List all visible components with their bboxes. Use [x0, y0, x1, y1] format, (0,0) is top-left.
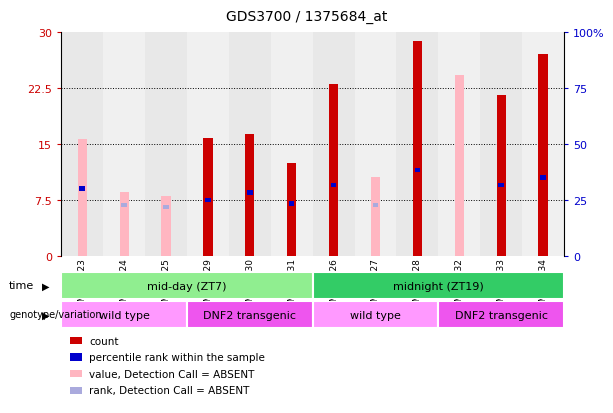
- Bar: [522, 33, 564, 256]
- Bar: [289, 202, 294, 206]
- Bar: [78, 139, 87, 256]
- Bar: [161, 197, 170, 256]
- Text: DNF2 transgenic: DNF2 transgenic: [455, 310, 547, 320]
- Text: wild type: wild type: [350, 310, 401, 320]
- Bar: [455, 76, 464, 256]
- Bar: [538, 55, 547, 256]
- Bar: [163, 206, 169, 210]
- Text: time: time: [9, 281, 34, 291]
- Bar: [120, 193, 129, 256]
- Bar: [121, 203, 127, 208]
- Text: value, Detection Call = ABSENT: value, Detection Call = ABSENT: [89, 369, 254, 379]
- Text: genotype/variation: genotype/variation: [9, 310, 102, 320]
- Text: rank, Detection Call = ABSENT: rank, Detection Call = ABSENT: [89, 385, 249, 395]
- Bar: [497, 96, 506, 256]
- Bar: [287, 163, 296, 256]
- Bar: [103, 33, 145, 256]
- Text: GDS3700 / 1375684_at: GDS3700 / 1375684_at: [226, 10, 387, 24]
- Text: wild type: wild type: [99, 310, 150, 320]
- Bar: [205, 198, 211, 202]
- Bar: [331, 183, 337, 188]
- Bar: [414, 169, 420, 173]
- Bar: [187, 301, 313, 328]
- Bar: [354, 33, 397, 256]
- Bar: [247, 191, 253, 195]
- Text: ▶: ▶: [42, 281, 50, 291]
- Text: DNF2 transgenic: DNF2 transgenic: [204, 310, 296, 320]
- Bar: [540, 176, 546, 180]
- Bar: [271, 33, 313, 256]
- Bar: [329, 85, 338, 256]
- Bar: [80, 187, 85, 191]
- Bar: [61, 301, 187, 328]
- Bar: [61, 33, 103, 256]
- Bar: [145, 33, 187, 256]
- Bar: [313, 301, 438, 328]
- Bar: [313, 273, 564, 299]
- Bar: [313, 33, 354, 256]
- Text: percentile rank within the sample: percentile rank within the sample: [89, 352, 265, 362]
- Text: count: count: [89, 336, 118, 346]
- Bar: [438, 301, 564, 328]
- Bar: [438, 33, 480, 256]
- Text: ▶: ▶: [42, 310, 50, 320]
- Bar: [373, 203, 378, 208]
- Bar: [413, 42, 422, 256]
- Bar: [371, 178, 380, 256]
- Bar: [480, 33, 522, 256]
- Bar: [498, 183, 504, 188]
- Bar: [61, 273, 313, 299]
- Bar: [229, 33, 271, 256]
- Bar: [204, 139, 213, 256]
- Bar: [245, 135, 254, 256]
- Bar: [397, 33, 438, 256]
- Text: midnight (ZT19): midnight (ZT19): [393, 281, 484, 291]
- Bar: [187, 33, 229, 256]
- Text: mid-day (ZT7): mid-day (ZT7): [147, 281, 227, 291]
